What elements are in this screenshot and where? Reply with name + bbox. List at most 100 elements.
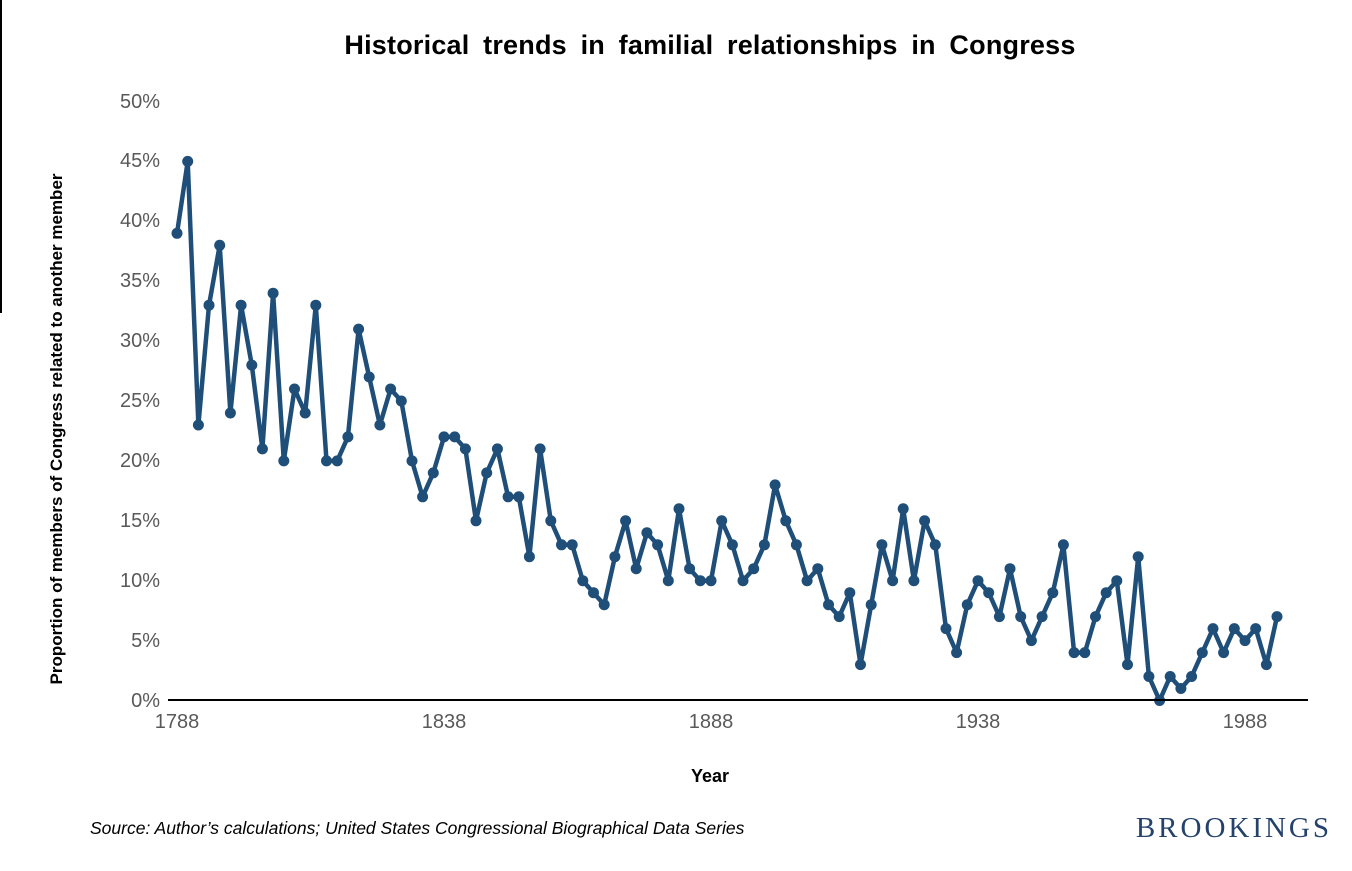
data-point (705, 575, 717, 587)
data-point (812, 563, 824, 575)
data-point (1132, 551, 1144, 563)
data-point (1143, 671, 1155, 682)
data-point (235, 299, 247, 311)
data-point (641, 527, 653, 539)
data-point (1207, 623, 1219, 635)
brookings-logo: BROOKINGS (1135, 812, 1332, 844)
data-point (417, 491, 429, 503)
data-point (481, 467, 493, 479)
data-point (224, 407, 236, 419)
x-tick-label: 1938 (955, 711, 1001, 733)
data-point (182, 155, 194, 167)
y-tick-label: 50% (119, 90, 160, 113)
data-point (214, 239, 226, 251)
data-point (609, 551, 621, 563)
data-point (780, 515, 792, 527)
line-series (174, 159, 1280, 703)
data-point (1047, 587, 1059, 599)
data-point (1260, 659, 1272, 671)
data-point (1196, 647, 1208, 659)
data-point (1090, 611, 1101, 623)
data-point (171, 227, 183, 239)
data-point (630, 563, 642, 575)
y-tick-label: 20% (119, 449, 160, 472)
data-point (855, 659, 866, 671)
y-tick-label: 5% (131, 629, 160, 652)
data-point (523, 551, 535, 563)
data-point (844, 587, 856, 599)
data-point (1164, 671, 1176, 682)
y-tick-label: 15% (119, 509, 160, 532)
y-tick-label: 35% (119, 270, 160, 293)
y-tick-label: 25% (119, 390, 160, 412)
data-point (1036, 611, 1048, 623)
data-point (876, 539, 888, 551)
data-point (684, 563, 696, 575)
data-point (1239, 635, 1251, 647)
data-point (598, 599, 610, 611)
data-point (940, 623, 952, 635)
y-tick-label: 10% (119, 569, 160, 592)
data-point (1100, 587, 1112, 599)
data-point (919, 515, 931, 527)
data-point (534, 443, 546, 455)
page-edge-line (0, 0, 2, 313)
data-point (929, 539, 941, 551)
data-point (1015, 611, 1027, 623)
data-point (513, 491, 525, 503)
x-axis-title: Year (690, 766, 730, 786)
data-point (406, 455, 418, 467)
data-point (1025, 635, 1037, 647)
data-point (192, 419, 204, 431)
data-point (1122, 659, 1133, 671)
data-point (395, 395, 407, 407)
data-point (801, 575, 813, 587)
data-point (737, 575, 749, 587)
data-point (726, 539, 738, 551)
data-point (321, 455, 332, 467)
x-tick-label: 1788 (154, 711, 200, 733)
data-point (374, 419, 386, 431)
y-tick-label: 0% (131, 689, 160, 712)
data-point (972, 575, 984, 587)
data-point (887, 575, 899, 587)
data-point (310, 299, 322, 311)
data-point (1250, 623, 1262, 635)
data-point (470, 515, 482, 527)
data-point (620, 515, 632, 527)
data-point (577, 575, 589, 587)
data-point (652, 539, 664, 551)
data-point (459, 443, 471, 455)
data-point (246, 359, 258, 371)
data-point (1271, 611, 1283, 623)
data-point (289, 383, 300, 395)
x-tick-label: 1888 (688, 711, 734, 733)
data-point (748, 563, 760, 575)
data-point (556, 539, 567, 551)
data-point (908, 575, 920, 587)
data-point (951, 647, 963, 659)
data-point (1186, 671, 1198, 682)
y-tick-label: 40% (119, 210, 160, 233)
source-note: Source: Author’s calculations; United St… (90, 818, 745, 838)
data-point (662, 575, 674, 587)
data-point (1079, 647, 1091, 659)
data-point (1175, 683, 1187, 694)
data-point (673, 503, 685, 515)
data-point (267, 287, 279, 299)
data-point (758, 539, 770, 551)
x-tick-label: 1988 (1222, 711, 1268, 733)
data-point (1068, 647, 1080, 659)
data-point (342, 431, 354, 443)
y-tick-label: 30% (119, 330, 160, 353)
data-point (203, 299, 215, 311)
data-point (897, 503, 909, 515)
data-point (588, 587, 599, 599)
data-point (491, 443, 503, 455)
data-point (790, 539, 802, 551)
data-point (331, 455, 343, 467)
data-point (256, 443, 268, 455)
data-point (1228, 623, 1240, 635)
